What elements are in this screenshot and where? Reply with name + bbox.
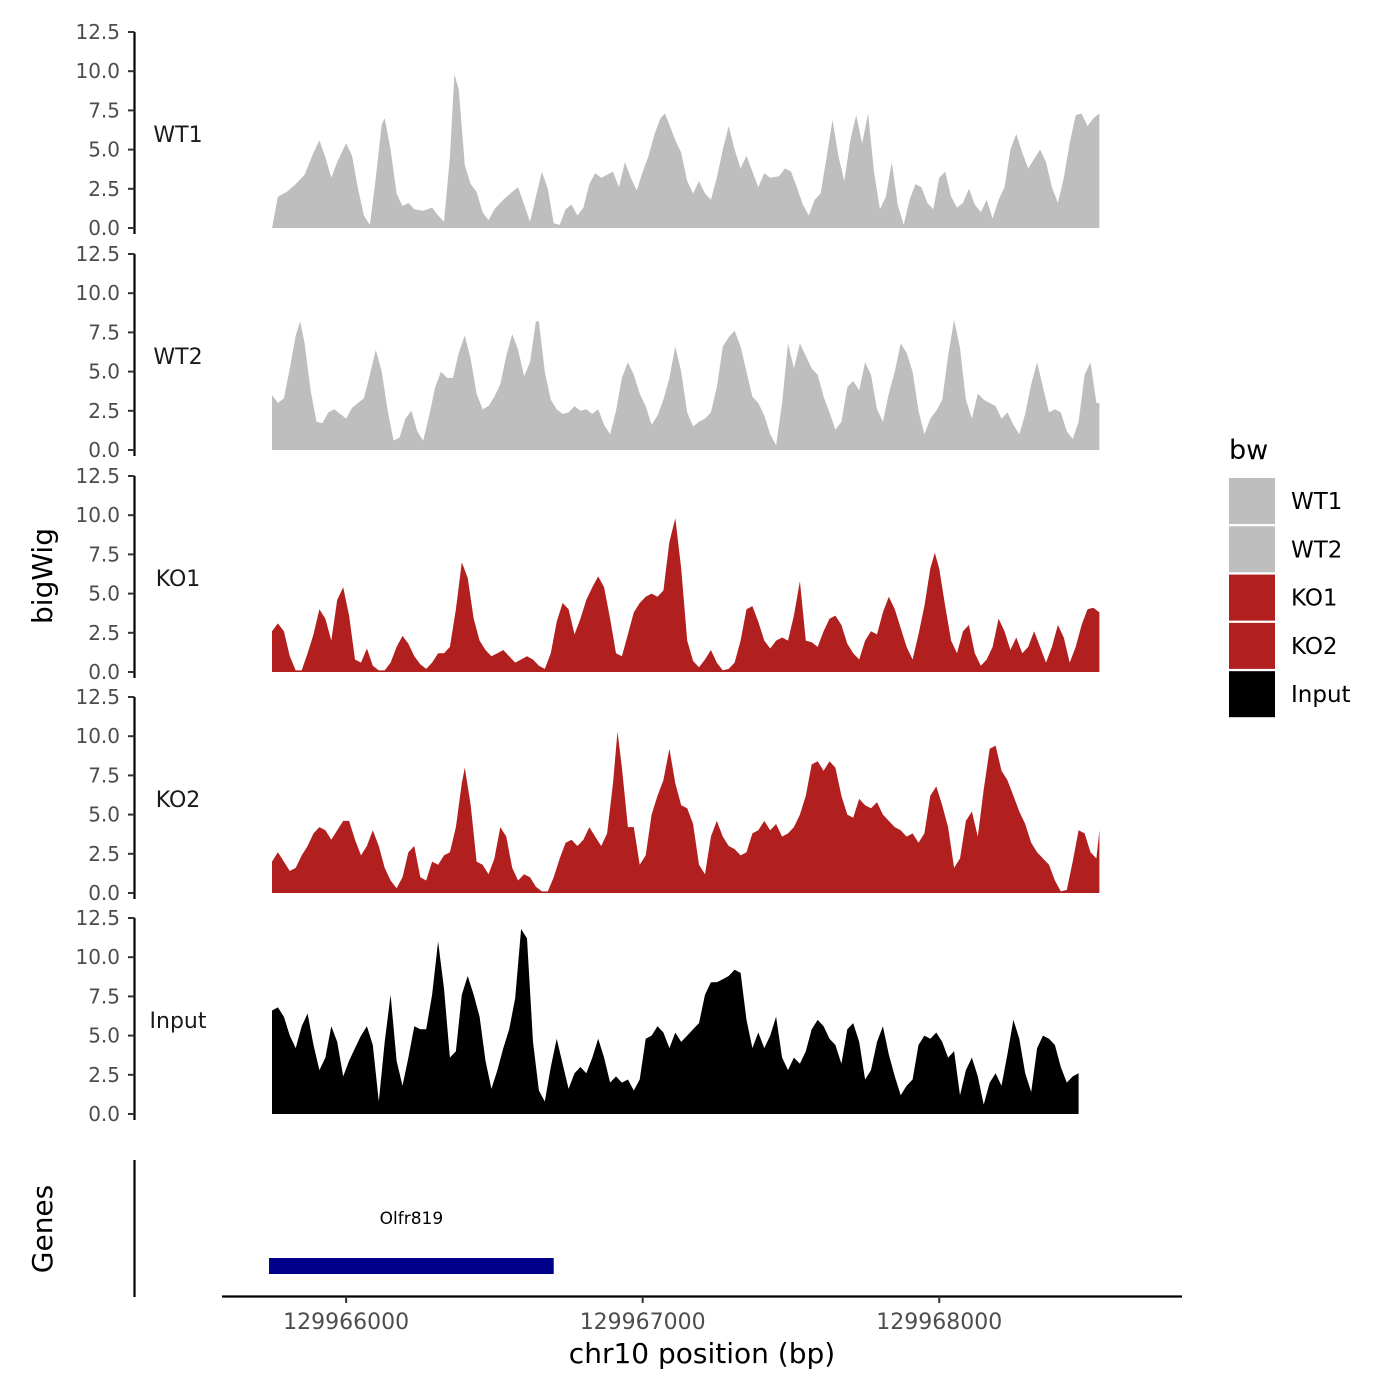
y-tick-label: 12.5 [75,242,120,266]
x-axis: chr10 position (bp) 129966000 129967000 12… [222,1295,1182,1370]
y-tick-label: 2.5 [88,399,120,423]
legend: bw WT1 WT2 KO1 KO2 Input [1229,435,1351,718]
x-axis-title: chr10 position (bp) [569,1337,835,1370]
signal-area-ko1 [272,518,1100,672]
gene-track: Genes Olfr819 [26,1160,554,1297]
x-tick-label: 129966000 [283,1310,409,1335]
signal-area-ko2 [272,731,1100,893]
legend-swatch [1229,478,1275,524]
y-tick-label: 12.5 [75,906,120,930]
track-panel-wt2: 0.0 2.5 5.0 7.5 10.0 12.5 WT2 [75,242,1100,462]
y-tick-label: 12.5 [75,464,120,488]
legend-swatch [1229,574,1275,621]
track-panel-wt1: 0.0 2.5 5.0 7.5 10.0 12.5 WT1 [75,20,1100,240]
y-tick-label: 10.0 [75,724,120,748]
y-tick-label: 2.5 [88,177,120,201]
x-tick-label: 129967000 [580,1310,706,1335]
y-tick-label: 10.0 [75,503,120,527]
y-tick-label: 2.5 [88,1063,120,1087]
y-axis-title: bigWig [26,528,59,624]
y-tick-label: 0.0 [88,881,120,905]
legend-label: WT1 [1291,489,1342,515]
y-tick-label: 5.0 [88,138,120,162]
y-tick-label: 0.0 [88,216,120,240]
track-panel-ko2: 0.0 2.5 5.0 7.5 10.0 12.5 KO2 [75,685,1100,905]
y-tick-label: 7.5 [88,98,120,122]
track-label: WT2 [153,345,202,370]
track-label: KO1 [156,567,201,592]
y-tick-label: 2.5 [88,842,120,866]
legend-swatch [1229,526,1275,573]
track-panel-ko1: 0.0 2.5 5.0 7.5 10.0 12.5 KO1 [75,464,1100,684]
y-tick-label: 2.5 [88,621,120,645]
y-tick-label: 10.0 [75,945,120,969]
y-tick-label: 7.5 [88,984,120,1008]
y-tick-label: 0.0 [88,660,120,684]
track-label: Input [150,1009,207,1034]
y-tick-label: 7.5 [88,320,120,344]
legend-label: WT2 [1291,537,1342,563]
track-panel-input: 0.0 2.5 5.0 7.5 10.0 12.5 Input [75,906,1079,1126]
signal-area-wt2 [272,319,1100,450]
track-label: KO2 [156,788,201,813]
gene-track-label: Genes [26,1185,59,1273]
legend-label: Input [1291,682,1351,708]
signal-area-wt1 [272,74,1100,228]
y-tick-label: 12.5 [75,20,120,44]
gene-body [269,1258,554,1274]
x-tick-label: 129968000 [876,1310,1002,1335]
y-tick-label: 7.5 [88,763,120,787]
y-tick-label: 7.5 [88,542,120,566]
y-tick-label: 0.0 [88,1102,120,1126]
track-label: WT1 [153,123,202,148]
y-tick-label: 10.0 [75,59,120,83]
y-tick-label: 5.0 [88,582,120,606]
legend-title: bw [1229,435,1268,466]
y-tick-label: 12.5 [75,685,120,709]
y-tick-label: 5.0 [88,360,120,384]
gene-name: Olfr819 [380,1209,444,1229]
y-tick-label: 0.0 [88,438,120,462]
y-tick-label: 10.0 [75,281,120,305]
legend-swatch [1229,622,1275,669]
y-tick-label: 5.0 [88,803,120,827]
signal-area-input [272,929,1079,1114]
legend-label: KO1 [1291,586,1338,612]
legend-label: KO2 [1291,634,1338,660]
legend-swatch [1229,671,1275,718]
track-panels: 0.0 2.5 5.0 7.5 10.0 12.5 WT1 0.0 2.5 5.0 7.5 10.0 1… [75,20,1100,1126]
y-tick-label: 5.0 [88,1024,120,1048]
